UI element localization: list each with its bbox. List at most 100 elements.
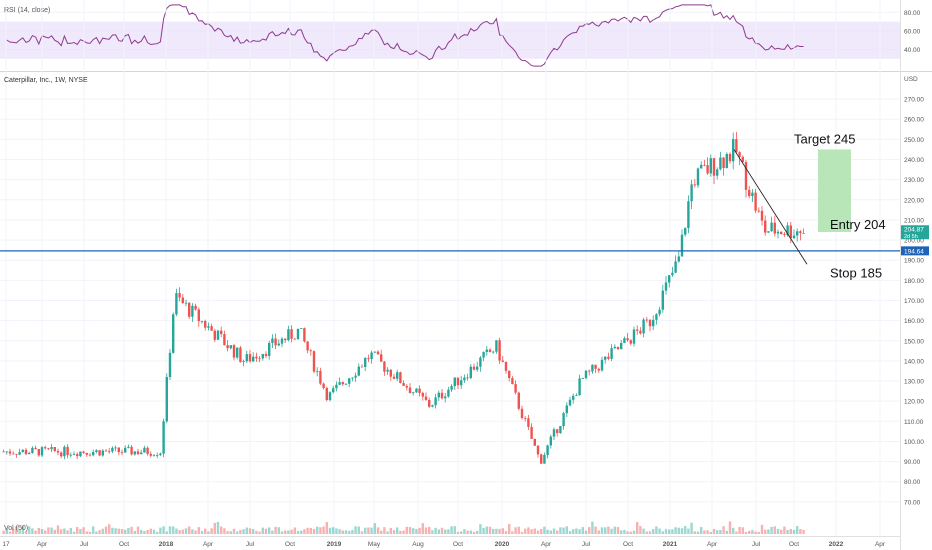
volume-bar (751, 530, 754, 534)
candle-body (584, 370, 588, 379)
volume-bar (140, 529, 143, 534)
volume-bar (156, 531, 159, 534)
candle-body (597, 368, 600, 371)
candle-body (565, 405, 568, 414)
candle-body (552, 429, 556, 437)
volume-bar (114, 528, 117, 534)
candle-body (124, 447, 127, 453)
candle-body (476, 366, 479, 370)
volume-bar (21, 526, 24, 534)
volume-bar (63, 528, 66, 534)
volume-bar (277, 527, 280, 534)
candle-body (764, 220, 767, 233)
candle-body (47, 448, 50, 450)
volume-bar (396, 527, 399, 534)
volume-bar (600, 527, 604, 534)
volume-bar (620, 530, 623, 534)
entry-label: Entry 204 (830, 217, 886, 232)
time-tick-label: Oct (453, 541, 463, 548)
volume-bar (82, 527, 85, 534)
candle-body (152, 455, 156, 457)
candle-body (716, 169, 719, 176)
volume-bar (466, 530, 469, 534)
volume-bar (440, 527, 444, 534)
candle-body (220, 330, 223, 335)
volume-bar (671, 529, 674, 534)
time-tick-label: 2018 (159, 541, 174, 548)
time-tick-label: Jul (246, 541, 255, 548)
volume-bar (380, 530, 383, 534)
price-tick-label: 160.00 (904, 318, 924, 325)
candle-body (133, 451, 136, 455)
rsi-band (0, 21, 900, 59)
time-axis[interactable]: 17 Apr Jul Oct 2018 Apr Jul Oct 2019 May Aug Oct 202… (0, 536, 900, 549)
candle-body (207, 326, 210, 328)
time-tick-label: Oct (119, 541, 129, 548)
volume-bar (437, 529, 440, 534)
volume-bar (248, 528, 252, 534)
candle-body (188, 302, 191, 317)
candle-body (655, 314, 658, 320)
volume-bar (280, 531, 284, 534)
volume-bar (450, 526, 453, 534)
candle-body (661, 290, 664, 310)
candle-body (338, 382, 341, 385)
volume-bar (722, 526, 725, 534)
candle-body (268, 342, 271, 356)
volume-bar (389, 527, 392, 534)
candle-body (581, 378, 584, 379)
candle-body (114, 447, 117, 449)
volume-bar (50, 527, 53, 534)
volume-bar (34, 530, 37, 534)
price-axis[interactable]: USD 70.00 80.00 90.00 100.00 110.00 120.00 130… (900, 0, 930, 550)
candle-body (642, 319, 645, 334)
volume-bar (309, 528, 312, 534)
support-price-tag (901, 246, 929, 256)
volume-bar (15, 526, 18, 534)
volume-bar (412, 528, 415, 534)
candle-body (306, 341, 309, 351)
volume-bar (66, 530, 69, 534)
candle-body (501, 360, 504, 362)
candle-body (405, 385, 408, 388)
candle-body (418, 388, 421, 393)
candle-body (741, 156, 744, 163)
volume-bar (319, 527, 322, 534)
volume-bar (613, 526, 616, 534)
candle-body (712, 158, 716, 176)
candle-body (690, 184, 693, 202)
volume-bar (47, 527, 50, 534)
volume-bar (178, 529, 181, 534)
volume-bar (581, 527, 584, 534)
candle-body (626, 338, 629, 341)
volume-bar (629, 531, 632, 534)
volume-bar (274, 526, 277, 534)
candle-body (28, 452, 31, 455)
volume-bar (636, 522, 639, 534)
volume-bar (188, 526, 191, 534)
candle-body (210, 326, 213, 331)
annotations: Target 245 Entry 204 Stop 185 (794, 131, 886, 280)
volume-bar (572, 529, 575, 534)
volume-bar (104, 526, 108, 534)
volume-bar (472, 531, 476, 534)
candle-body (751, 192, 754, 197)
volume-bar (764, 529, 767, 534)
candle-body (216, 330, 220, 340)
time-tick-label: Oct (623, 541, 633, 548)
candle-body (8, 451, 12, 454)
candle-body (290, 329, 293, 339)
volume-bar (565, 526, 568, 534)
candle-body (34, 447, 37, 450)
candle-body (549, 436, 552, 446)
volume-bar (236, 531, 239, 534)
volume-bar (677, 527, 680, 534)
volume-bar (591, 521, 594, 534)
volume-bar (360, 531, 364, 534)
candle-body (156, 455, 159, 456)
volume-bar (261, 527, 264, 534)
volume-bar (706, 530, 709, 534)
price-tick-label: 200.00 (904, 238, 924, 245)
volume-bar (168, 526, 172, 534)
